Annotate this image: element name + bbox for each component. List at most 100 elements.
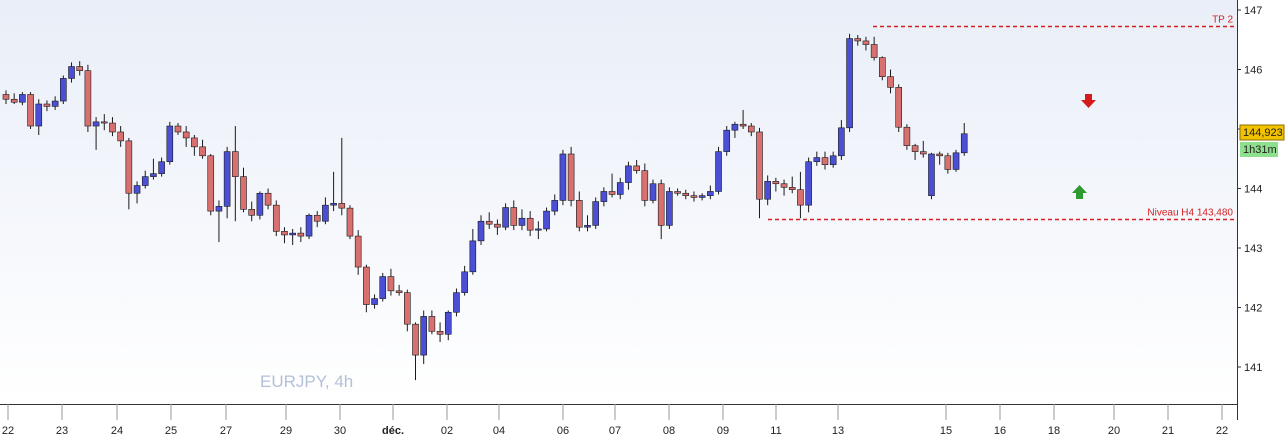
- candle-body: [158, 161, 165, 174]
- candle-body: [715, 151, 722, 192]
- candle-body: [330, 203, 337, 206]
- time-tick-label: 02: [441, 425, 453, 437]
- candle-body: [616, 182, 624, 195]
- candle-body: [502, 207, 509, 228]
- candle-body: [600, 191, 608, 202]
- candle-body: [567, 153, 575, 201]
- candle-body: [494, 223, 501, 228]
- candle: [805, 157, 812, 213]
- candle: [682, 189, 690, 200]
- candle: [43, 100, 51, 112]
- candle-body: [444, 311, 452, 335]
- candle: [862, 36, 870, 51]
- time-tick-label: 11: [770, 425, 781, 437]
- candle-body: [788, 187, 796, 190]
- candle: [625, 161, 632, 190]
- candle-body: [240, 176, 247, 210]
- time-tick-label: 07: [609, 425, 621, 437]
- candle: [256, 191, 264, 220]
- candle: [453, 288, 460, 317]
- candle: [19, 92, 26, 106]
- time-tick-label: 22: [2, 425, 14, 437]
- candle: [731, 121, 739, 138]
- candle-body: [608, 191, 616, 195]
- candle-body: [698, 195, 706, 198]
- candle: [829, 151, 837, 168]
- candle-body: [92, 121, 100, 127]
- candle: [346, 205, 354, 240]
- last-price-label: 144,923: [1243, 127, 1283, 139]
- candle: [952, 149, 960, 172]
- time-tick-label: 18: [1048, 425, 1060, 437]
- time-tick-label: 27: [220, 425, 232, 437]
- price-badges: 144,923 1h31m: [1239, 124, 1285, 157]
- candle: [289, 228, 296, 246]
- price-axis-background: [1237, 0, 1285, 438]
- candle: [821, 151, 829, 170]
- candle: [739, 109, 747, 129]
- candle-body: [215, 206, 223, 212]
- candle: [2, 90, 10, 105]
- time-tick-label: 20: [1108, 425, 1120, 437]
- candle-body: [682, 192, 690, 196]
- candle-body: [551, 200, 559, 212]
- candle: [772, 177, 780, 192]
- candle-body: [35, 103, 43, 127]
- time-tick-label: 15: [940, 425, 952, 437]
- candle-body: [248, 209, 255, 216]
- candle: [404, 289, 411, 332]
- candle: [870, 36, 878, 61]
- candle: [158, 157, 165, 177]
- candle-body: [232, 151, 239, 177]
- candle-body: [174, 125, 182, 133]
- candle-body: [747, 125, 755, 133]
- candle-body: [485, 220, 493, 225]
- candle: [27, 92, 34, 129]
- candle: [174, 123, 182, 135]
- candle: [166, 121, 174, 165]
- candle-body: [584, 225, 591, 228]
- candle: [616, 177, 624, 200]
- candle: [535, 221, 542, 240]
- candle: [84, 64, 92, 132]
- candle: [109, 117, 116, 137]
- price-tick-label: 147: [1244, 5, 1262, 17]
- candle: [297, 227, 305, 243]
- candle-body: [305, 214, 313, 237]
- candle: [944, 152, 952, 174]
- candle: [199, 139, 206, 159]
- candle-body: [854, 38, 862, 42]
- candle: [838, 120, 845, 160]
- time-tick-label: 16: [994, 425, 1006, 437]
- candle-body: [641, 170, 649, 201]
- candle: [649, 179, 657, 204]
- candle-body: [412, 323, 419, 356]
- candle: [371, 294, 378, 309]
- candle-body: [191, 137, 198, 148]
- price-tick-label: 142: [1244, 303, 1262, 315]
- time-tick-label: 30: [334, 425, 346, 437]
- candle: [518, 209, 526, 231]
- candle-body: [543, 210, 550, 230]
- level-label: Niveau H4 143,480: [1147, 208, 1233, 219]
- candle-body: [461, 271, 468, 293]
- candle: [363, 264, 370, 313]
- price-tick-label: 144: [1244, 184, 1262, 196]
- candle-body: [19, 94, 26, 103]
- candle-body: [338, 203, 346, 209]
- time-tick-label: 13: [832, 425, 844, 437]
- candle: [305, 213, 313, 240]
- candle-body: [510, 207, 518, 226]
- candle: [903, 124, 911, 150]
- candle-body: [911, 145, 919, 152]
- candle-body: [797, 189, 804, 206]
- candle: [543, 207, 550, 232]
- candle: [846, 33, 853, 132]
- candle: [428, 310, 436, 335]
- candle-body: [813, 157, 821, 163]
- candle: [10, 93, 18, 105]
- candle-body: [297, 232, 305, 237]
- candle: [854, 34, 862, 46]
- candle-body: [428, 316, 436, 332]
- time-axis: 22 23 24 25 27 29 30 déc. 02 04 06 07 08 09 11 13 15 16 18…: [2, 404, 1228, 437]
